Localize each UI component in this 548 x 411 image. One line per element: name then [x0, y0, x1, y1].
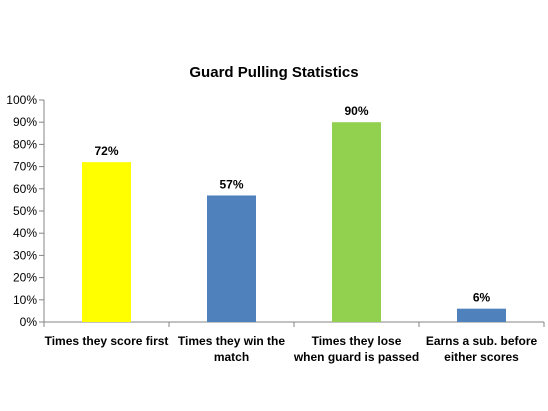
y-tick-label: 50%	[13, 204, 37, 218]
data-label: 90%	[344, 104, 368, 118]
x-tick-label: when guard is passed	[293, 350, 419, 364]
y-tick-label: 0%	[20, 315, 38, 329]
x-tick-label: match	[214, 350, 249, 364]
x-tick-label: Times they win the	[178, 334, 285, 348]
bar	[207, 195, 256, 322]
y-tick-label: 80%	[13, 137, 37, 151]
bar	[82, 162, 131, 322]
y-tick-label: 60%	[13, 182, 37, 196]
x-tick-label: either scores	[444, 350, 519, 364]
y-tick-label: 70%	[13, 160, 37, 174]
y-tick-label: 20%	[13, 271, 37, 285]
data-label: 57%	[219, 177, 243, 191]
x-tick-label: Earns a sub. before	[426, 334, 538, 348]
data-label: 72%	[94, 144, 118, 158]
x-tick-label: Times they lose	[312, 334, 402, 348]
chart-title: Guard Pulling Statistics	[189, 64, 359, 81]
y-tick-label: 10%	[13, 293, 37, 307]
x-tick-label: Times they score first	[45, 334, 169, 348]
bar	[332, 122, 381, 322]
bar	[457, 308, 506, 322]
y-tick-label: 30%	[13, 248, 37, 262]
y-tick-label: 40%	[13, 226, 37, 240]
data-label: 6%	[473, 291, 491, 305]
y-tick-label: 90%	[13, 115, 37, 129]
y-tick-label: 100%	[6, 93, 37, 107]
